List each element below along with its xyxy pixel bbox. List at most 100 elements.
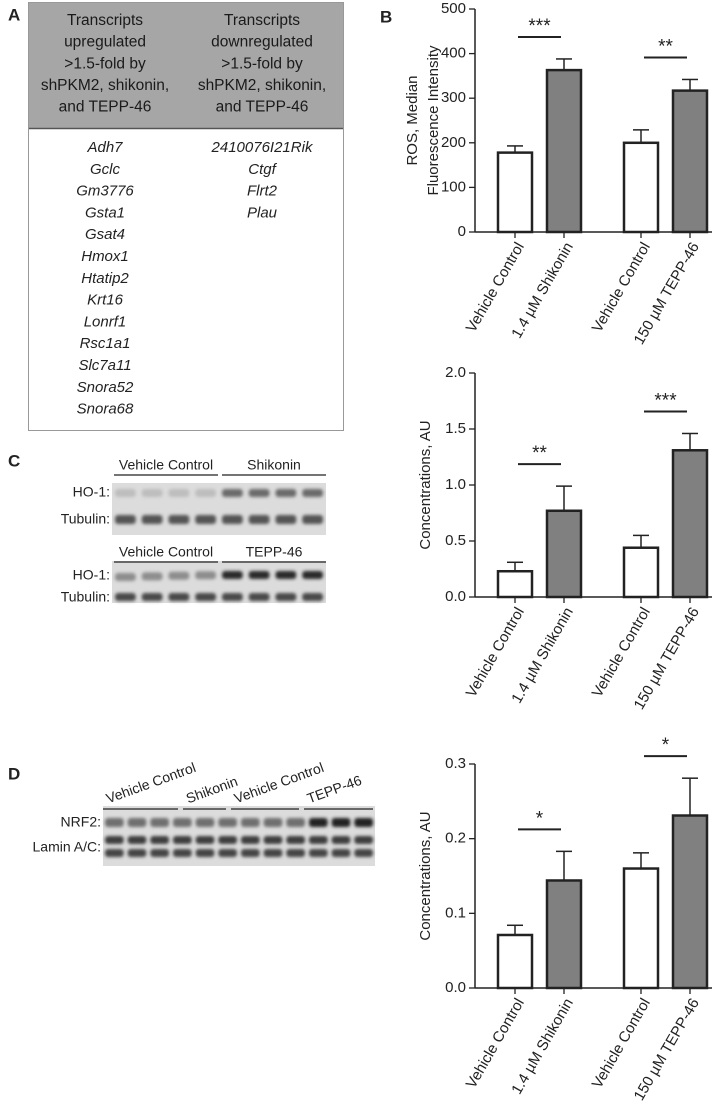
significance-label: * xyxy=(536,808,544,829)
blot-band xyxy=(331,836,351,844)
significance-label: ** xyxy=(532,443,547,464)
panel-label: A xyxy=(8,5,20,24)
blot-band xyxy=(141,489,163,497)
bar xyxy=(496,569,534,599)
gene-name: Rsc1a1 xyxy=(80,335,131,352)
blot-band xyxy=(241,836,260,844)
gene-name: Adh7 xyxy=(86,139,123,156)
blot-band xyxy=(354,849,373,857)
gene-name: 2410076I21Rik xyxy=(211,139,314,156)
table-header-text: downregulated xyxy=(211,34,313,51)
bar xyxy=(496,151,534,234)
blot-band xyxy=(248,489,270,497)
significance-label: *** xyxy=(654,390,677,411)
bar xyxy=(671,814,709,990)
blot-band xyxy=(309,818,328,827)
blot-band xyxy=(263,849,283,857)
blot-band xyxy=(115,573,136,581)
gene-name: Gsat4 xyxy=(85,226,125,243)
blot-band xyxy=(173,849,192,857)
blot-band xyxy=(168,571,190,580)
blot-band xyxy=(218,818,237,827)
blot-band xyxy=(354,836,373,844)
blot-band xyxy=(150,818,169,827)
table-header xyxy=(29,3,343,128)
y-axis-label: Concentrations, AU xyxy=(417,811,434,940)
y-tick-label: 500 xyxy=(441,0,466,17)
y-tick-label: 0.1 xyxy=(445,904,466,921)
gene-name: Gsta1 xyxy=(85,204,125,221)
gene-name: Snora68 xyxy=(77,401,134,418)
blot-band xyxy=(115,489,136,497)
significance-label: *** xyxy=(528,16,551,37)
blot-band xyxy=(302,489,323,497)
bar xyxy=(545,879,583,990)
blot-band xyxy=(195,593,216,601)
gene-name: Lonrf1 xyxy=(84,313,127,330)
gene-name: Krt16 xyxy=(87,292,124,309)
blot-band xyxy=(168,593,190,601)
blot-band xyxy=(218,849,237,857)
group-label: Vehicle Control xyxy=(119,544,213,560)
gene-name: Hmox1 xyxy=(81,248,129,265)
blot-band xyxy=(218,836,237,844)
table-header-text: shPKM2, shikonin, xyxy=(41,77,169,94)
blot-band xyxy=(168,489,190,497)
blot-band xyxy=(195,818,215,827)
bar xyxy=(496,933,534,990)
y-axis-label: ROS, Median xyxy=(404,75,421,165)
blot-band xyxy=(195,836,215,844)
y-tick-label: 0.0 xyxy=(445,979,466,996)
gene-name: Htatip2 xyxy=(81,270,129,287)
group-label: Shikonin xyxy=(247,457,301,473)
blot-band xyxy=(115,515,136,524)
blot-band xyxy=(302,593,323,601)
blot-band xyxy=(309,836,328,844)
blot-band xyxy=(141,572,163,581)
blot-band xyxy=(222,593,243,601)
bar xyxy=(622,546,660,599)
panel-label: C xyxy=(8,451,20,470)
blot-band xyxy=(302,515,323,524)
panel-label: D xyxy=(8,764,20,783)
group-label: Vehicle Control xyxy=(104,759,198,806)
table-header-text: upregulated xyxy=(64,34,146,51)
significance-label: * xyxy=(662,735,670,756)
blot-band xyxy=(286,818,305,827)
gene-name: Plau xyxy=(247,204,278,221)
y-tick-label: 1.0 xyxy=(445,476,466,493)
row-label: HO-1: xyxy=(73,484,110,500)
blot-band xyxy=(222,489,243,497)
blot-band xyxy=(141,593,163,601)
table-header-text: Transcripts xyxy=(224,12,300,29)
blot-band xyxy=(115,593,136,601)
y-tick-label: 0.5 xyxy=(445,532,466,549)
y-tick-label: 0.2 xyxy=(445,830,466,847)
gene-name: Gclc xyxy=(90,161,121,178)
group-label: Vehicle Control xyxy=(119,457,213,473)
blot-band xyxy=(150,849,169,857)
blot-band xyxy=(195,515,216,524)
table-header-text: and TEPP-46 xyxy=(59,98,152,115)
blot-band xyxy=(173,836,192,844)
table-header-text: and TEPP-46 xyxy=(216,98,309,115)
panel-label: B xyxy=(380,7,392,26)
bar xyxy=(545,68,583,234)
blot-band xyxy=(286,836,305,844)
blot-band xyxy=(275,515,297,524)
blot-band xyxy=(195,849,215,857)
group-label: Shikonin xyxy=(184,773,240,806)
blot-band xyxy=(286,849,305,857)
bar xyxy=(622,141,660,234)
blot-band xyxy=(248,515,270,524)
y-axis-label: Concentrations, AU xyxy=(417,420,434,549)
y-tick-label: 0.3 xyxy=(445,755,466,772)
y-tick-label: 1.5 xyxy=(445,420,466,437)
y-axis-label: Fluorescence Intensity xyxy=(425,45,442,196)
blot-band xyxy=(173,818,192,827)
gene-name: Ctgf xyxy=(248,161,277,178)
blot-band xyxy=(127,836,147,844)
bar xyxy=(545,509,583,599)
y-tick-label: 2.0 xyxy=(445,364,466,381)
